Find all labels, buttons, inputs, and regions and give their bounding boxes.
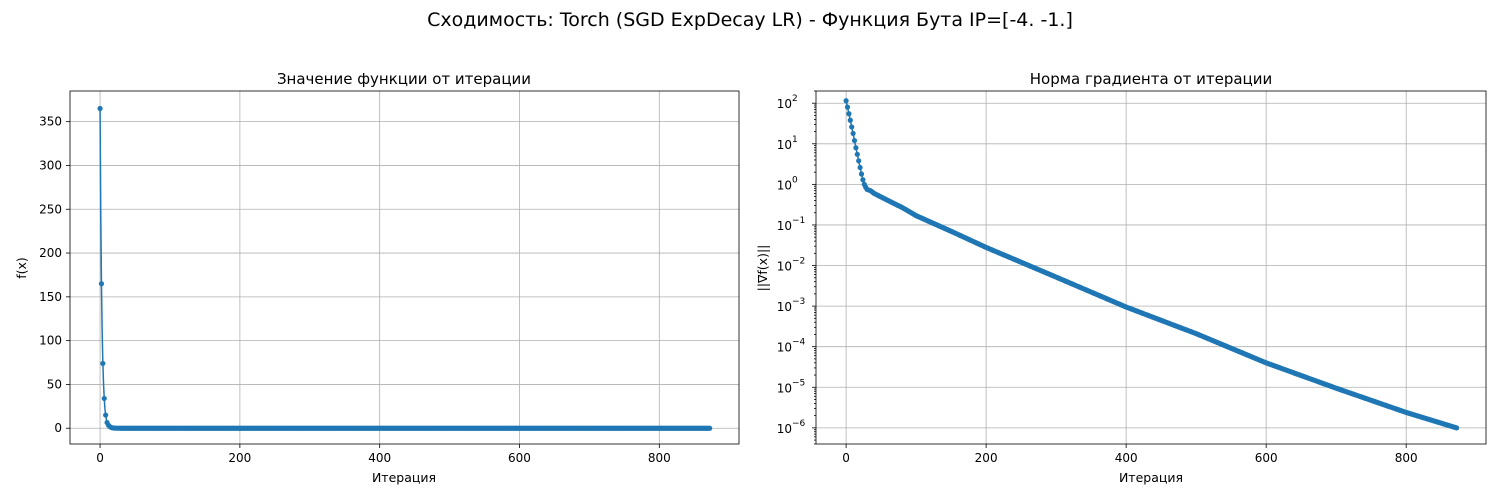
data-point bbox=[860, 177, 866, 183]
data-point bbox=[844, 104, 851, 110]
data-point bbox=[851, 137, 858, 144]
function-value-chart: Значение функции от итерации Итерация f(… bbox=[14, 70, 740, 485]
x-tick-label: 200 bbox=[975, 451, 998, 465]
y-tick-exponent: −1 bbox=[792, 216, 805, 226]
y-tick-label: 10 bbox=[777, 138, 792, 152]
y-tick-label: 10 bbox=[777, 300, 792, 314]
data-point bbox=[856, 158, 862, 164]
figure-suptitle: Сходимость: Torch (SGD ExpDecay LR) - Фу… bbox=[427, 9, 1073, 31]
data-point bbox=[858, 171, 865, 177]
data-point bbox=[100, 360, 106, 367]
y-tick-label: 100 bbox=[39, 334, 62, 348]
data-point bbox=[853, 145, 859, 151]
data-point bbox=[847, 117, 853, 123]
y-tick-label: 150 bbox=[39, 290, 62, 304]
data-point bbox=[101, 395, 107, 402]
x-tick-label: 800 bbox=[1395, 451, 1418, 465]
data-point bbox=[854, 151, 860, 157]
x-tick-label: 800 bbox=[648, 451, 671, 465]
y-tick-label: 10 bbox=[777, 178, 792, 192]
y-tick-exponent: 0 bbox=[792, 175, 798, 185]
y-axis-label: ||∇f(x)|| bbox=[755, 245, 770, 292]
x-tick-label: 600 bbox=[508, 451, 531, 465]
y-tick-exponent: −6 bbox=[792, 419, 806, 429]
series-line bbox=[845, 100, 1457, 429]
plot-frame bbox=[815, 90, 1487, 445]
axis-ticks: 0 200 400 600 800 0 50 100 150 200 250 300 350 bbox=[39, 115, 671, 465]
y-tick-label: 10 bbox=[777, 381, 792, 395]
data-point bbox=[97, 105, 103, 112]
y-tick-label: 10 bbox=[777, 260, 792, 274]
x-tick-label: 400 bbox=[368, 451, 391, 465]
y-tick-exponent: 2 bbox=[792, 94, 798, 104]
y-tick-exponent: −3 bbox=[792, 297, 805, 307]
x-tick-label: 400 bbox=[1115, 451, 1138, 465]
y-tick-label: 200 bbox=[39, 246, 62, 260]
y-tick-label: 10 bbox=[777, 219, 792, 233]
series-line bbox=[99, 108, 710, 429]
x-tick-label: 0 bbox=[96, 451, 104, 465]
x-tick-label: 200 bbox=[228, 451, 251, 465]
data-point bbox=[707, 425, 713, 431]
y-tick-label: 10 bbox=[777, 422, 792, 436]
gradient-norm-chart: Норма градиента от итерации Итерация ||∇… bbox=[755, 70, 1487, 485]
y-tick-exponent: 1 bbox=[792, 135, 798, 145]
data-point bbox=[843, 98, 849, 104]
data-point bbox=[103, 412, 109, 418]
chart-title: Норма градиента от итерации bbox=[1030, 70, 1273, 88]
data-point bbox=[850, 130, 856, 137]
data-point bbox=[857, 164, 863, 171]
y-tick-label: 10 bbox=[777, 341, 792, 355]
data-point bbox=[1453, 425, 1460, 431]
series-markers bbox=[97, 105, 713, 431]
y-tick-exponent: −4 bbox=[792, 338, 806, 348]
x-tick-label: 600 bbox=[1255, 451, 1278, 465]
x-axis-label: Итерация bbox=[372, 470, 436, 485]
y-tick-exponent: −5 bbox=[792, 378, 805, 388]
plot-frame bbox=[69, 90, 740, 445]
y-axis-label: f(x) bbox=[14, 257, 29, 279]
y-tick-label: 300 bbox=[39, 158, 62, 172]
grid-lines bbox=[70, 91, 739, 444]
series-markers bbox=[843, 98, 1460, 431]
data-point bbox=[849, 124, 855, 130]
data-point bbox=[846, 111, 852, 117]
data-point bbox=[98, 281, 105, 287]
y-tick-label: 10 bbox=[777, 97, 792, 111]
y-tick-label: 50 bbox=[47, 377, 62, 391]
y-tick-label: 250 bbox=[39, 202, 62, 216]
y-tick-label: 350 bbox=[39, 115, 62, 129]
chart-title: Значение функции от итерации bbox=[277, 70, 531, 88]
grid-lines bbox=[816, 91, 1486, 444]
y-tick-label: 0 bbox=[54, 421, 62, 435]
x-tick-label: 0 bbox=[842, 451, 850, 465]
y-tick-exponent: −2 bbox=[792, 257, 805, 267]
x-axis-label: Итерация bbox=[1119, 470, 1183, 485]
